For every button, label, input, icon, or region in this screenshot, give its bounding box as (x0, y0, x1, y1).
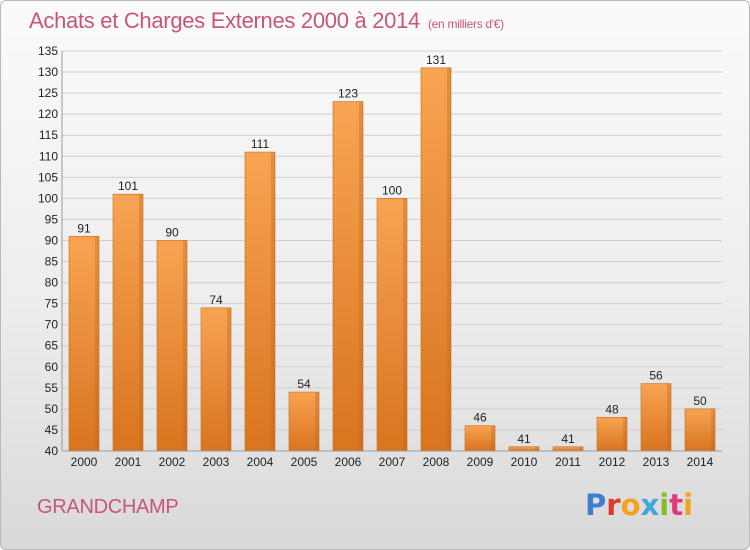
y-tick-label: 110 (39, 149, 58, 163)
bar-shade (183, 240, 187, 451)
data-label: 48 (605, 402, 619, 416)
bar-shade (579, 446, 583, 451)
y-tick-label: 75 (45, 297, 59, 311)
x-tick-label: 2005 (291, 455, 318, 469)
x-tick-label: 2008 (423, 455, 450, 469)
logo-letter: r (606, 488, 621, 522)
x-tick-label: 2011 (555, 455, 581, 469)
y-tick-label: 95 (45, 212, 59, 226)
bar-shade (667, 383, 671, 451)
bar (508, 446, 540, 452)
logo-letter: t (669, 488, 684, 522)
bar-shade (271, 152, 275, 452)
x-tick-label: 2007 (379, 455, 406, 469)
bar (640, 383, 672, 452)
y-tick-label: 120 (38, 107, 58, 121)
x-tick-label: 2012 (599, 455, 626, 469)
y-tick-label: 90 (45, 233, 59, 247)
bar (376, 198, 408, 452)
data-label: 101 (118, 179, 138, 193)
y-tick-label: 85 (45, 255, 59, 269)
y-tick-label: 40 (45, 444, 59, 458)
y-tick-label: 70 (45, 318, 59, 332)
x-tick-label: 2014 (687, 455, 714, 469)
bar (464, 425, 496, 452)
data-label: 46 (473, 411, 487, 425)
data-label: 100 (382, 183, 402, 197)
x-tick-label: 2003 (203, 455, 230, 469)
y-tick-label: 45 (45, 423, 59, 437)
bar (552, 446, 584, 452)
x-tick-label: 2002 (159, 455, 186, 469)
data-label: 111 (251, 137, 270, 151)
logo-letter: i (659, 488, 670, 522)
bar-shade (403, 198, 407, 451)
bar (684, 408, 716, 452)
y-tick-label: 80 (45, 276, 59, 290)
bar-shade (623, 417, 627, 451)
y-tick-label: 65 (45, 339, 59, 353)
y-tick-label: 115 (39, 128, 58, 142)
bar-shade (711, 408, 715, 451)
bar (200, 307, 232, 452)
x-tick-label: 2013 (643, 455, 670, 469)
data-label: 54 (297, 377, 311, 391)
bar-shade (315, 392, 319, 451)
bar-shade (227, 307, 231, 451)
label-layer: 91 101 90 74 111 54 123 100 131 46 41 41 48 56 50 (77, 53, 707, 446)
logo-letter: i (683, 488, 694, 522)
bar-shade (139, 194, 143, 451)
data-label: 91 (77, 221, 91, 235)
x-tick-label: 2000 (71, 455, 98, 469)
bar (288, 391, 320, 452)
data-label: 41 (561, 432, 575, 446)
x-tick-label: 2004 (247, 455, 274, 469)
bar (244, 151, 276, 452)
bar-shade (535, 446, 539, 451)
bar (156, 240, 188, 452)
axis-layer: 40 45 50 55 60 65 70 75 80 85 90 95 100 105 110 115 120 1… (38, 44, 722, 469)
data-label: 41 (517, 432, 531, 446)
y-tick-label: 135 (38, 44, 58, 58)
y-tick-label: 125 (38, 86, 58, 100)
y-tick-label: 100 (38, 191, 58, 205)
title-text: Achats et Charges Externes 2000 à 2014 (29, 8, 420, 33)
y-tick-label: 55 (45, 381, 59, 395)
y-tick-label: 130 (38, 65, 58, 79)
bar (68, 235, 100, 452)
bar-shade (491, 425, 495, 451)
bar-shade (447, 67, 451, 451)
data-label: 74 (209, 293, 223, 307)
y-tick-label: 50 (45, 402, 59, 416)
bar-shade (95, 236, 99, 451)
bar (332, 101, 364, 452)
logo-letter: x (640, 488, 660, 522)
bar (596, 417, 628, 452)
bar (112, 193, 144, 452)
chart-subtitle: (en milliers d'€) (427, 17, 504, 31)
data-label: 131 (426, 53, 446, 67)
data-label: 123 (338, 87, 358, 101)
data-label: 50 (693, 394, 707, 408)
bar (420, 67, 452, 452)
proxiti-logo[interactable]: Proxiti (585, 488, 693, 522)
logo-letter: o (620, 488, 641, 522)
x-tick-label: 2006 (335, 455, 362, 469)
logo-letter: P (585, 488, 607, 522)
bar-shade (359, 101, 363, 452)
x-tick-label: 2009 (467, 455, 494, 469)
chart-title: Achats et Charges Externes 2000 à 2014 (e… (29, 8, 504, 34)
data-label: 90 (165, 225, 179, 239)
x-tick-label: 2010 (511, 455, 538, 469)
x-tick-label: 2001 (115, 455, 142, 469)
bar-layer (68, 67, 716, 452)
commune-name: GRANDCHAMP (37, 496, 179, 518)
data-label: 56 (649, 369, 663, 383)
y-tick-label: 105 (38, 170, 58, 184)
y-tick-label: 60 (45, 360, 59, 374)
